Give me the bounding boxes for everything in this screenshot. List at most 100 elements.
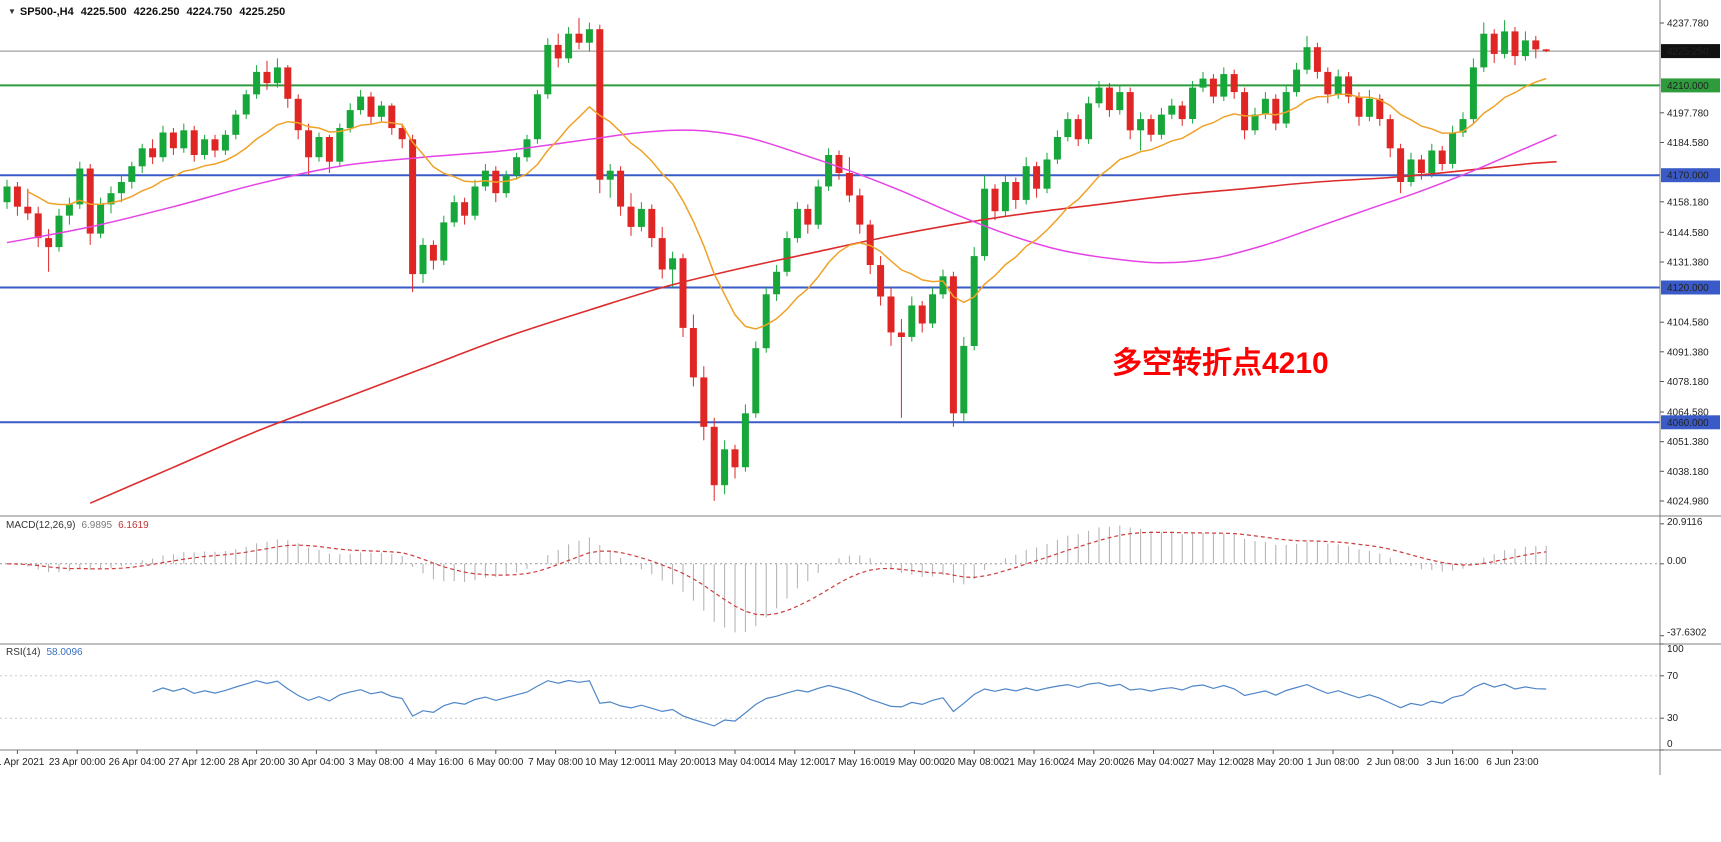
candle bbox=[1095, 80, 1103, 108]
chart-frame bbox=[0, 0, 1721, 775]
symbol-dropdown-icon[interactable]: ▼ bbox=[8, 7, 16, 16]
candle bbox=[1001, 175, 1009, 216]
candle bbox=[1303, 35, 1311, 75]
candle bbox=[1397, 143, 1405, 194]
candle bbox=[1033, 161, 1041, 198]
candle bbox=[637, 202, 645, 232]
rsi-name: RSI(14) bbox=[6, 647, 41, 658]
candle bbox=[741, 404, 749, 472]
candle bbox=[1074, 114, 1082, 146]
candle bbox=[159, 125, 167, 162]
candle bbox=[315, 132, 323, 162]
candle bbox=[13, 182, 21, 216]
time-label: 27 May 12:00 bbox=[1183, 757, 1244, 768]
time-label: 26 May 04:00 bbox=[1123, 757, 1184, 768]
candle bbox=[1480, 22, 1488, 72]
time-label: 23 Apr 00:00 bbox=[49, 757, 106, 768]
candle bbox=[1313, 42, 1321, 79]
candle bbox=[450, 195, 458, 227]
price-axis[interactable]: 4237.780 4197.780 4184.580 4158.180 4144.580… bbox=[1660, 19, 1720, 751]
macd-main-value: 6.9895 bbox=[81, 520, 113, 531]
time-label: 17 May 16:00 bbox=[824, 757, 885, 768]
rsi-scale-label: 0 bbox=[1667, 739, 1673, 750]
candle bbox=[325, 134, 333, 173]
candle bbox=[492, 166, 500, 203]
macd-pane bbox=[0, 525, 1660, 633]
candle bbox=[1407, 152, 1415, 187]
price-tick-label: 4064.580 bbox=[1667, 408, 1709, 419]
ma-orange-line bbox=[27, 77, 1547, 330]
candle bbox=[783, 231, 791, 277]
candle bbox=[845, 157, 853, 203]
candle bbox=[481, 164, 489, 191]
candle bbox=[305, 123, 313, 176]
candle bbox=[689, 314, 697, 387]
time-label: 19 May 00:00 bbox=[884, 757, 945, 768]
time-label: 24 May 20:00 bbox=[1063, 757, 1124, 768]
candle bbox=[107, 186, 115, 214]
price-badge: 4170.000 bbox=[1661, 168, 1720, 183]
macd-scale-label: 0.00 bbox=[1667, 556, 1687, 567]
candle bbox=[669, 251, 677, 288]
candle bbox=[294, 94, 302, 140]
candle bbox=[232, 110, 240, 140]
candle bbox=[1220, 67, 1228, 102]
time-label: 14 May 12:00 bbox=[764, 757, 825, 768]
annotation-text: 多空转折点4210 bbox=[1112, 347, 1329, 380]
candle bbox=[1137, 112, 1145, 151]
price-tick-label: 4197.780 bbox=[1667, 108, 1709, 119]
rsi-indicator-label: RSI(14) 58.0096 bbox=[6, 647, 89, 658]
candle bbox=[367, 92, 375, 124]
rsi-line bbox=[152, 679, 1547, 727]
candle bbox=[336, 123, 344, 167]
candle bbox=[1209, 74, 1217, 104]
svg-text:4225.250: 4225.250 bbox=[1667, 47, 1709, 58]
candle bbox=[752, 341, 760, 418]
candle bbox=[357, 89, 365, 115]
candle bbox=[970, 247, 978, 351]
candle bbox=[1532, 35, 1540, 59]
candle bbox=[762, 287, 770, 353]
candle bbox=[1469, 58, 1477, 124]
candle bbox=[721, 440, 729, 495]
candle bbox=[388, 103, 396, 135]
candle bbox=[284, 65, 292, 108]
candle bbox=[793, 202, 801, 243]
rsi-value: 58.0096 bbox=[46, 647, 83, 658]
price-badge: 4060.000 bbox=[1661, 415, 1720, 430]
candle bbox=[1053, 130, 1061, 164]
macd-signal-value: 6.1619 bbox=[118, 520, 149, 531]
candle bbox=[55, 208, 63, 252]
candle bbox=[981, 175, 989, 261]
price-tick-label: 4051.380 bbox=[1667, 437, 1709, 448]
candle bbox=[513, 152, 521, 180]
candle bbox=[533, 89, 541, 144]
candle bbox=[1064, 112, 1072, 142]
candle bbox=[544, 38, 552, 99]
candle bbox=[1272, 94, 1280, 131]
candle bbox=[377, 101, 385, 122]
time-label: 21 May 16:00 bbox=[1004, 757, 1065, 768]
candle bbox=[1085, 96, 1093, 144]
candle bbox=[180, 123, 188, 153]
candle bbox=[398, 123, 406, 149]
candle bbox=[1189, 80, 1197, 124]
candle bbox=[658, 226, 666, 279]
time-label: 3 Jun 16:00 bbox=[1426, 757, 1479, 768]
candle bbox=[471, 179, 479, 221]
candle bbox=[897, 319, 905, 418]
candle bbox=[45, 229, 53, 272]
candle bbox=[440, 215, 448, 266]
candle bbox=[929, 287, 937, 328]
candle bbox=[221, 130, 229, 155]
candle bbox=[1438, 146, 1446, 171]
candle bbox=[1542, 48, 1550, 53]
candle bbox=[429, 240, 437, 270]
svg-text:4170.000: 4170.000 bbox=[1667, 171, 1709, 182]
candle bbox=[554, 33, 562, 68]
svg-text:4060.000: 4060.000 bbox=[1667, 418, 1709, 429]
price-tick-label: 4104.580 bbox=[1667, 318, 1709, 329]
candle bbox=[346, 103, 354, 133]
